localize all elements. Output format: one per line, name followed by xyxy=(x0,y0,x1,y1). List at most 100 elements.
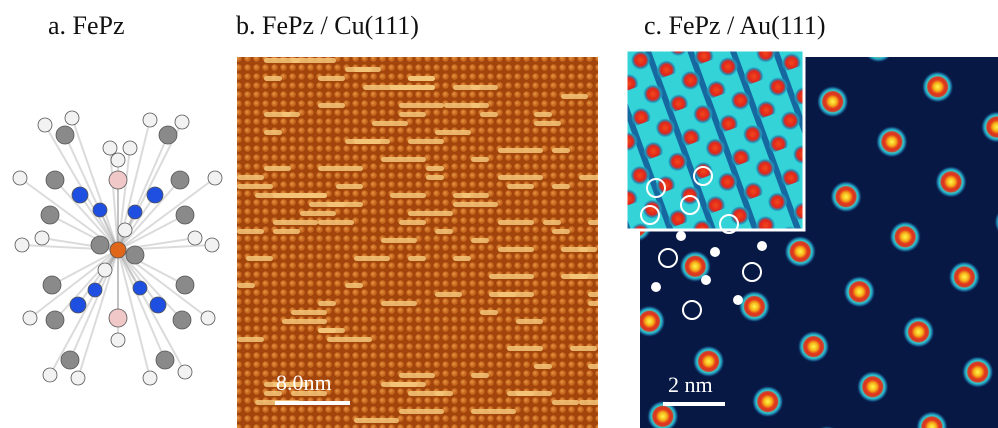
bright-row xyxy=(282,193,327,198)
bright-row xyxy=(426,175,444,180)
bright-row xyxy=(318,328,345,333)
atom xyxy=(23,311,37,325)
bright-row xyxy=(300,211,336,216)
bright-row xyxy=(291,310,327,315)
bright-row xyxy=(453,85,480,90)
bright-row xyxy=(570,346,597,351)
atom xyxy=(46,311,64,329)
bright-row xyxy=(588,364,633,369)
bright-row xyxy=(372,121,408,126)
atom xyxy=(38,118,52,132)
bright-row xyxy=(327,202,363,207)
atom xyxy=(98,263,112,277)
bright-row xyxy=(237,184,273,189)
atom xyxy=(173,311,191,329)
bright-row xyxy=(282,319,327,324)
atom xyxy=(143,371,157,385)
atom xyxy=(70,297,86,313)
bright-row xyxy=(471,157,489,162)
scale-bar-label: 2 nm xyxy=(668,372,713,397)
atom xyxy=(91,236,109,254)
bright-row xyxy=(552,400,579,405)
atom xyxy=(15,238,29,252)
figure: a. FePz b. FePz / Cu(111) c. FePz / Au(1… xyxy=(0,0,998,428)
bright-row xyxy=(354,67,372,72)
atom xyxy=(111,333,125,347)
dot xyxy=(651,282,661,292)
bright-row xyxy=(435,391,453,396)
bright-row xyxy=(489,274,534,279)
bright-row xyxy=(345,283,363,288)
atom xyxy=(110,242,126,258)
bright-row xyxy=(453,202,498,207)
bright-row xyxy=(399,112,426,117)
bright-row xyxy=(408,211,453,216)
dot xyxy=(676,231,686,241)
bright-row xyxy=(480,310,498,315)
atom xyxy=(208,171,222,185)
bright-row xyxy=(264,112,291,117)
bright-row xyxy=(498,148,543,153)
scale-bar-label: 8.0nm xyxy=(276,370,332,395)
bright-row xyxy=(273,220,318,225)
bright-row xyxy=(534,364,552,369)
atom xyxy=(56,126,74,144)
atom xyxy=(123,141,137,155)
bright-row xyxy=(345,139,381,144)
bright-row xyxy=(381,382,417,387)
atom xyxy=(61,351,79,369)
bright-row xyxy=(318,301,336,306)
bright-row xyxy=(588,301,606,306)
bright-row xyxy=(426,166,444,171)
bright-row xyxy=(507,184,534,189)
bright-row xyxy=(264,166,291,171)
bright-row xyxy=(453,256,471,261)
bright-row xyxy=(507,391,534,396)
bright-row xyxy=(264,76,282,81)
atom xyxy=(205,238,219,252)
bright-row xyxy=(408,76,435,81)
bright-row xyxy=(318,76,345,81)
atom xyxy=(175,115,189,129)
bright-row xyxy=(237,337,264,342)
molecule-model xyxy=(13,111,222,385)
bright-row xyxy=(579,175,606,180)
atom xyxy=(43,368,57,382)
atom xyxy=(43,276,61,294)
atom xyxy=(72,187,88,203)
bright-row xyxy=(471,409,516,414)
bright-row xyxy=(381,301,417,306)
atom xyxy=(13,171,27,185)
panel-label: b. FePz / Cu(111) xyxy=(236,11,419,40)
bright-row xyxy=(507,346,543,351)
atom xyxy=(201,311,215,325)
bright-row xyxy=(408,139,444,144)
bright-row xyxy=(327,337,372,342)
bright-row xyxy=(318,166,363,171)
bright-row xyxy=(246,256,273,261)
atom xyxy=(118,223,132,237)
figure-canvas: a. FePz b. FePz / Cu(111) c. FePz / Au(1… xyxy=(0,0,998,428)
bright-row xyxy=(390,193,426,198)
bright-row xyxy=(354,418,399,423)
atom xyxy=(46,171,64,189)
bright-row xyxy=(498,247,534,252)
bright-row xyxy=(318,103,345,108)
bright-row xyxy=(336,184,363,189)
dot xyxy=(701,275,711,285)
bright-row xyxy=(552,184,570,189)
atom xyxy=(103,141,117,155)
dot xyxy=(733,295,743,305)
atom xyxy=(71,371,85,385)
atom xyxy=(188,231,202,245)
atom xyxy=(178,365,192,379)
atom xyxy=(65,111,79,125)
bright-row xyxy=(552,229,570,234)
bright-row xyxy=(381,238,417,243)
bright-row xyxy=(399,373,435,378)
dot xyxy=(757,241,767,251)
atom xyxy=(176,206,194,224)
dot xyxy=(710,247,720,257)
bright-row xyxy=(237,283,255,288)
bright-row xyxy=(534,112,552,117)
